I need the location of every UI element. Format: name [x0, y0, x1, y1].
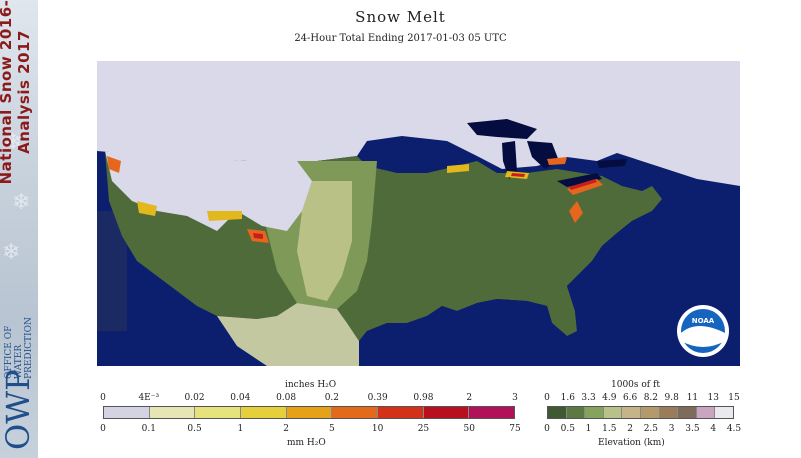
melt-mm-tick-8: 50: [463, 424, 475, 434]
noaa-logo-text: NOAA: [692, 317, 715, 325]
lake-ontario: [597, 159, 627, 168]
elev-legend-swatch-5: [640, 407, 660, 418]
melt-southwest: [207, 211, 242, 221]
elev-legend-bottom-label: Elevation (km): [598, 438, 665, 448]
melt-great-lakes-east: [567, 179, 603, 195]
elev-km-tick-7: 3.5: [685, 424, 700, 434]
melt-mm-tick-4: 2: [283, 424, 289, 434]
melt-pacific-nw: [107, 156, 121, 173]
season-label-line2: Analysis 2017: [15, 30, 33, 154]
mexico-region: [217, 303, 359, 366]
page-title: Snow Melt: [355, 8, 446, 26]
elev-legend-swatch-9: [715, 407, 733, 418]
melt-legend-swatch-3: [241, 407, 287, 418]
melt-wisconsin: [447, 164, 469, 173]
org-name: OFFICE OF WATER PREDICTION: [4, 261, 34, 379]
elev-legend-swatch-8: [696, 407, 716, 418]
season-label-line1: National Snow 2016-: [0, 0, 15, 185]
elev-legend-top-label: 1000s of ft: [611, 380, 660, 390]
melt-legend-swatch-4: [286, 407, 333, 418]
melt-appalachia: [569, 201, 583, 223]
melt-inches-tick-6: 0.39: [367, 393, 388, 403]
melt-legend-swatch-5: [332, 407, 379, 418]
elev-feet-tick-0: 0: [544, 393, 550, 403]
elev-feet-tick-3: 4.9: [602, 393, 617, 403]
lake-michigan: [502, 141, 517, 179]
melt-michigan-high: [511, 173, 525, 177]
melt-legend-swatch-6: [378, 407, 424, 418]
elev-feet-tick-8: 13: [707, 393, 719, 403]
sidebar: ❄ ❄ ❄ National Snow 2016- Analysis 2017 …: [0, 0, 38, 458]
melt-huron: [547, 157, 567, 165]
melt-inches-tick-9: 3: [512, 393, 518, 403]
melt-mm-tick-6: 10: [371, 424, 384, 434]
melt-legend-bar: [103, 406, 515, 419]
melt-mm-tick-7: 25: [417, 424, 430, 434]
melt-inches-tick-0: 0: [100, 393, 106, 403]
page-subtitle: 24-Hour Total Ending 2017-01-03 05 UTC: [294, 33, 507, 44]
melt-mm-tick-3: 1: [237, 424, 244, 434]
elev-legend-bar: [547, 406, 734, 419]
melt-legend-swatch-0: [104, 407, 150, 418]
gulf-of-mexico: [359, 299, 577, 366]
melt-legend-swatch-7: [423, 407, 470, 418]
elev-feet-tick-2: 3.3: [581, 393, 596, 403]
elev-legend-swatch-4: [622, 407, 641, 418]
elev-km-tick-0: 0: [544, 424, 550, 434]
elev-km-tick-4: 2: [627, 424, 633, 434]
elev-legend-swatch-6: [659, 407, 679, 418]
elev-feet-tick-6: 9.8: [664, 393, 679, 403]
elev-feet-tick-4: 6.6: [622, 393, 638, 403]
melt-rockies-high: [253, 233, 263, 239]
melt-sierra: [137, 201, 157, 216]
melt-legend-swatch-1: [149, 407, 196, 418]
elev-feet-tick-5: 8.2: [643, 393, 659, 403]
melt-inches-tick-2: 0.02: [184, 393, 205, 403]
melt-mm-tick-9: 75: [509, 424, 521, 434]
org-name-line3: PREDICTION: [24, 317, 34, 379]
elev-km-tick-5: 2.5: [643, 424, 659, 434]
elev-km-tick-1: 0.5: [560, 424, 575, 434]
melt-mm-tick-2: 0.5: [187, 424, 202, 434]
melt-inches-tick-5: 0.2: [324, 393, 340, 403]
elev-legend-swatch-1: [566, 407, 586, 418]
elev-feet-tick-9: 15: [728, 393, 740, 403]
elev-legend-swatch-2: [585, 407, 604, 418]
elev-km-tick-3: 1.5: [602, 424, 617, 434]
org-name-line1: OFFICE OF: [4, 325, 14, 379]
elev-km-tick-8: 4: [710, 424, 717, 434]
lake-superior: [467, 119, 537, 139]
melt-legend-bottom-label: mm H₂O: [287, 438, 326, 448]
elev-feet-tick-1: 1.6: [560, 393, 575, 403]
western-snow: [105, 151, 312, 231]
melt-legend-swatch-8: [469, 407, 515, 418]
melt-inches-tick-3: 0.04: [230, 393, 251, 403]
melt-inches-tick-7: 0.98: [413, 393, 434, 403]
elev-legend-swatch-0: [548, 407, 567, 418]
melt-legend-top-label: inches H₂O: [285, 380, 337, 390]
elev-feet-tick-7: 11: [686, 393, 699, 403]
canada-landmass: [97, 61, 740, 186]
melt-inches-tick-8: 2: [466, 393, 473, 403]
melt-inches-tick-4: 0.08: [276, 393, 297, 403]
snow-melt-map: NOAA: [97, 61, 740, 366]
elev-km-tick-6: 3: [668, 424, 675, 434]
elev-km-tick-2: 1: [585, 424, 592, 434]
melt-legend-swatch-2: [195, 407, 242, 418]
season-label: National Snow 2016- Analysis 2017: [0, 0, 37, 207]
melt-inches-tick-1: 4E⁻³: [138, 393, 160, 403]
melt-mm-tick-1: 0.1: [141, 424, 156, 434]
elev-km-tick-9: 4.5: [726, 424, 742, 434]
melt-erie-band: [569, 179, 597, 190]
elev-legend-swatch-3: [603, 407, 623, 418]
owp-logo: OWP: [0, 369, 37, 450]
org-name-line2: WATER: [14, 344, 24, 379]
highplains-region: [297, 181, 352, 301]
elev-legend-swatch-7: [678, 407, 697, 418]
melt-mm-tick-5: 5: [329, 424, 335, 434]
melt-mm-tick-0: 0: [100, 424, 106, 434]
noaa-logo: NOAA: [677, 305, 729, 357]
lake-erie: [557, 173, 602, 187]
